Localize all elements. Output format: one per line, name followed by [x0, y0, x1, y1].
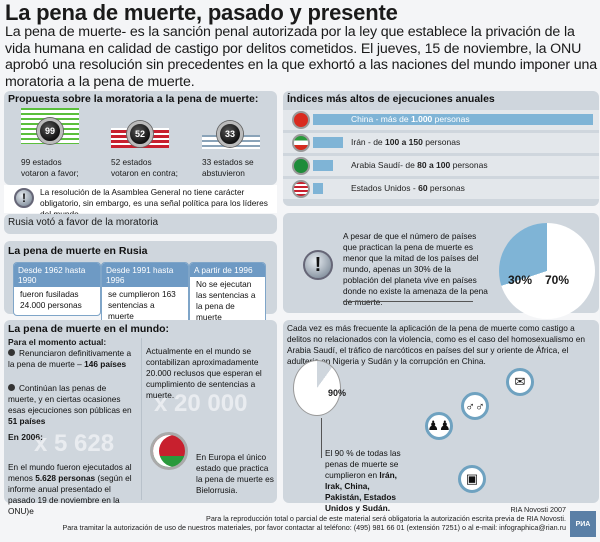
narcotics-briefcase-icon: ▣	[458, 465, 486, 493]
execution-row-china: China - más de 1.000 personas	[283, 110, 599, 130]
crimes-pie	[293, 360, 341, 416]
world-title: La pena de muerte en el mundo:	[8, 323, 170, 335]
execution-bar-china	[313, 114, 593, 125]
saudi-flag-icon	[292, 157, 310, 175]
moratorium-panel: Propuesta sobre la moratoria a la pena d…	[4, 91, 277, 185]
exclamation-icon: !	[14, 188, 34, 208]
population-panel: ! A pesar de que el número de países que…	[283, 213, 599, 319]
world-panel: La pena de muerte en el mundo: Para el m…	[4, 320, 277, 516]
year-watermark: x 5 628	[34, 430, 115, 457]
year-text: En el mundo fueron ejecutados al menos 5…	[8, 462, 132, 516]
adultery-group-icon: ♟♟	[425, 412, 453, 440]
footer: RIA Novosti 2007 Para la reproducción to…	[62, 505, 566, 532]
execution-bar-saudi	[313, 160, 333, 171]
execution-label-saudi: Arabia Saudí- de 80 a 100 personas	[351, 160, 488, 170]
bullet-continue: Continúan las penas de muerte, y en cier…	[8, 383, 132, 426]
intro-text: La pena de muerte- es la sanción penal a…	[5, 24, 597, 90]
russia-period-1: Desde 1962 hasta 1990 fueron fusiladas 2…	[13, 262, 101, 316]
year-title: En 2006:	[8, 432, 43, 442]
crimes-pct-text: El 90 % de todas las penas de muerte se …	[325, 448, 401, 513]
russia-period-3: A partir de 1996 No se ejecutan las sent…	[189, 262, 266, 328]
exclamation-icon-large: !	[303, 250, 333, 280]
moratorium-title: Propuesta sobre la moratoria a la pena d…	[8, 93, 259, 105]
population-text: A pesar de que el número de países que p…	[343, 231, 488, 307]
page-title: La pena de muerte, pasado y presente	[5, 0, 398, 25]
russia-period-2: Desde 1991 hasta 1996 se cumplieron 163 …	[101, 262, 189, 327]
execution-bar-iran	[313, 137, 343, 148]
russia-history-title: La pena de muerte en Rusia	[8, 245, 148, 257]
iran-flag-icon	[292, 134, 310, 152]
vote-label-contra: 52 estados votaron en contra;	[111, 157, 178, 178]
china-flag-icon	[292, 111, 310, 129]
crimes-panel: Cada vez es más frecuente la aplicación …	[283, 320, 599, 513]
population-pie	[499, 223, 595, 319]
crimes-pie-label: 90%	[328, 388, 347, 398]
ria-logo: РИА	[570, 511, 596, 537]
world-divider	[141, 338, 142, 500]
executions-title: Índices más altos de ejecuciones anuales	[287, 93, 495, 105]
execution-label-china: China - más de 1.000 personas	[351, 114, 470, 124]
vote-label-favor: 99 estados votaron a favor;	[21, 157, 79, 178]
execution-label-usa: Estados Unidos - 60 personas	[351, 183, 465, 193]
execution-label-iran: Irán - de 100 a 150 personas	[351, 137, 461, 147]
moratorium-note: ! La resolución de la Asamblea General n…	[4, 185, 277, 219]
prisoners-watermark: x 20 000	[154, 390, 248, 417]
execution-row-iran: Irán - de 100 a 150 personas	[283, 133, 599, 153]
pie-label-30: 30%	[508, 273, 533, 287]
pie-label-70: 70%	[545, 273, 570, 287]
vote-badge-abstain: 33	[217, 121, 243, 147]
execution-row-usa: Estados Unidos - 60 personas	[283, 179, 599, 199]
current-title: Para el momento actual:	[8, 337, 107, 347]
usa-flag-icon	[292, 180, 310, 198]
russia-vote-text: Rusia votó a favor de la moratoria	[8, 217, 159, 228]
corruption-envelope-icon: ✉	[506, 368, 534, 396]
execution-row-saudi: Arabia Saudí- de 80 a 100 personas	[283, 156, 599, 176]
bullet-icon	[8, 384, 15, 391]
crimes-pointer-line	[321, 418, 322, 458]
prisoners-text: Actualmente en el mundo se contabilizan …	[146, 346, 262, 400]
homosexuality-couple-icon: ♂♂	[461, 392, 489, 420]
crimes-text: Cada vez es más frecuente la aplicación …	[287, 323, 585, 366]
belarus-flag-icon	[150, 432, 188, 470]
belarus-text: En Europa el único estado que practica l…	[196, 452, 274, 495]
russia-vote-panel: Rusia votó a favor de la moratoria	[4, 214, 277, 234]
vote-label-abstain: 33 estados se abstuvieron	[202, 157, 254, 178]
vote-badge-contra: 52	[127, 121, 153, 147]
execution-bar-usa	[313, 183, 323, 194]
bullet-abolished: Renunciaron definitivamente a la pena de…	[8, 348, 132, 369]
bullet-icon	[8, 349, 15, 356]
vote-badge-favor: 99	[37, 118, 63, 144]
population-divider	[343, 301, 473, 302]
